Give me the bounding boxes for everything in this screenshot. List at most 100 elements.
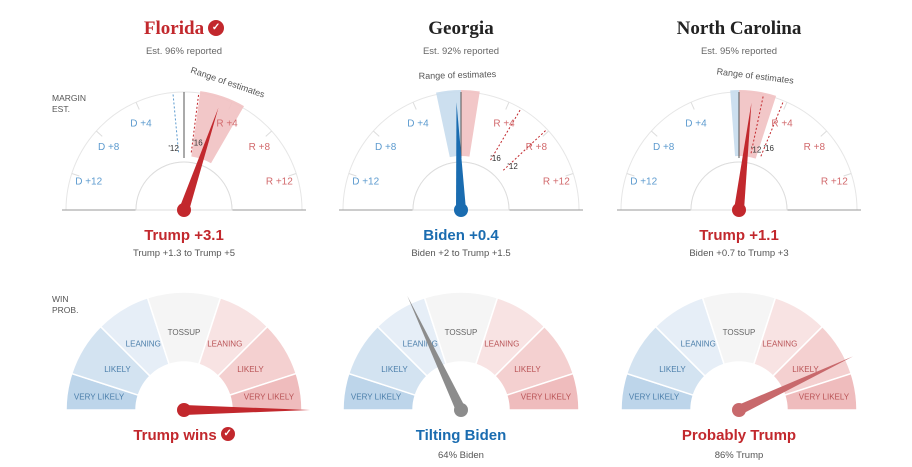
margin-est-text: MARGIN EST. xyxy=(52,93,86,114)
state-name: Florida xyxy=(143,18,205,39)
prob-zone-label: VERY LIKELY xyxy=(351,393,402,402)
prev-election-line xyxy=(750,96,764,154)
margin-result: Trump +1.1 xyxy=(699,227,779,244)
win-result-text: Trump wins xyxy=(133,427,217,444)
win-sub: 64% Biden xyxy=(438,450,484,461)
gauge-tick xyxy=(412,101,417,110)
margin-needle xyxy=(734,102,752,211)
margin-needle xyxy=(179,107,219,212)
tick-label: R +8 xyxy=(249,142,271,153)
prev-election-line xyxy=(502,130,546,171)
win-needle xyxy=(407,295,466,413)
prob-zone-label: LEANING xyxy=(681,339,716,348)
margin-needle xyxy=(456,102,466,211)
tick-label: D +4 xyxy=(130,118,152,129)
prob-zone-label: VERY LIKELY xyxy=(244,393,295,402)
tick-label: R +4 xyxy=(493,118,515,129)
needle-hub xyxy=(177,203,191,217)
needle-hub xyxy=(732,403,746,417)
gauge-hub-area xyxy=(413,362,509,410)
reported-text: Est. 92% reported xyxy=(422,46,500,57)
range-band-rep xyxy=(461,90,480,157)
range-band-dem xyxy=(436,90,461,158)
gauge-tick xyxy=(783,101,788,110)
tick-label: D +12 xyxy=(630,176,657,187)
range-label: Range of estimates xyxy=(716,66,795,85)
prev-election-label: '16 xyxy=(490,154,501,163)
gauge-tick xyxy=(690,101,695,110)
needle-hub xyxy=(177,403,191,417)
gauge-tick xyxy=(650,130,658,137)
prob-zone-label: LIKELY xyxy=(514,365,541,374)
margin-est-label: MARGIN EST. xyxy=(52,93,86,115)
win-prob-text: WIN PROB. xyxy=(52,294,79,315)
prob-zone-label: LEANING xyxy=(207,339,242,348)
gauge-tick xyxy=(135,101,140,110)
tick-label: R +8 xyxy=(804,142,826,153)
reported-text: Est. 96% reported xyxy=(145,46,223,57)
needle-hub xyxy=(454,203,468,217)
check-icon: ✓ xyxy=(220,427,235,442)
win-prob-gauge: VERY LIKELY LIKELY LEANING TOSSUP LEANING LIK… xyxy=(342,291,580,417)
gauge-hub-area xyxy=(136,362,232,410)
state-title: Florida ✓ xyxy=(64,18,304,40)
tick-label: R +12 xyxy=(543,176,570,187)
prob-zone-label: VERY LIKELY xyxy=(799,393,850,402)
tick-label: D +8 xyxy=(653,142,675,153)
tick-label: D +4 xyxy=(685,118,707,129)
tick-label: R +4 xyxy=(771,118,793,129)
tick-label: R +12 xyxy=(266,176,293,187)
gauge-tick xyxy=(95,130,103,137)
tick-label: R +8 xyxy=(526,142,548,153)
gauge-tick xyxy=(843,173,852,177)
prob-zone-label: LIKELY xyxy=(381,365,408,374)
needle-hub xyxy=(454,403,468,417)
margin-range: Biden +0.7 to Trump +3 xyxy=(689,248,789,259)
range-band-dem xyxy=(730,90,739,157)
prob-zone-label: TOSSUP xyxy=(723,328,756,337)
margin-result: Trump +3.1 xyxy=(144,227,224,244)
win-result: Tilting Biden xyxy=(415,427,507,444)
tick-label: D +8 xyxy=(98,142,120,153)
margin-gauge: '16 '12 D +4 D +8 D +12 R +4 R +8 R +12 Range of… xyxy=(339,69,583,217)
range-label: Range of estimates xyxy=(419,69,497,81)
gauge-tick xyxy=(71,173,80,177)
prev-election-label: '16 xyxy=(192,138,203,147)
margin-range: Trump +1.3 to Trump +5 xyxy=(132,248,236,259)
tick-label: D +12 xyxy=(352,176,379,187)
prev-election-label: '16 xyxy=(764,144,775,153)
tick-label: D +4 xyxy=(407,118,429,129)
win-result: Probably Trump xyxy=(681,427,797,444)
needle-hub xyxy=(732,203,746,217)
prob-zone-label: LEANING xyxy=(762,339,797,348)
prev-election-line xyxy=(172,94,180,153)
gauge-tick xyxy=(265,130,273,137)
reported-text: Est. 95% reported xyxy=(700,46,778,57)
prob-zone-label: LEANING xyxy=(126,339,161,348)
prob-zone-label: VERY LIKELY xyxy=(521,393,572,402)
prob-zone-label: TOSSUP xyxy=(445,328,478,337)
gauge-hub-area xyxy=(135,161,233,211)
margin-result: Biden +0.4 xyxy=(423,227,499,244)
prev-election-label: '12 xyxy=(751,145,762,154)
prob-zone-label: LIKELY xyxy=(659,365,686,374)
prob-zone-label: VERY LIKELY xyxy=(74,393,125,402)
prev-election-label: '12 xyxy=(507,162,518,171)
gauge-tick xyxy=(505,101,510,110)
prob-zone-label: TOSSUP xyxy=(168,328,201,337)
state-title: Georgia xyxy=(428,18,494,39)
gauge-tick xyxy=(542,130,550,137)
win-prob-label: WIN PROB. xyxy=(52,294,78,316)
win-sub: 86% Trump xyxy=(714,450,764,461)
prob-zone-label: LIKELY xyxy=(792,365,819,374)
prev-election-line xyxy=(760,102,784,157)
prob-zone-label: LIKELY xyxy=(237,365,264,374)
win-needle xyxy=(736,356,854,415)
tick-label: D +12 xyxy=(75,176,102,187)
gauge-tick xyxy=(348,173,357,177)
margin-range: Biden +2 to Trump +1.5 xyxy=(411,248,511,259)
prob-zone-label: LEANING xyxy=(403,339,438,348)
win-result: Trump wins ✓ xyxy=(54,427,314,444)
prob-zone-label: LEANING xyxy=(484,339,519,348)
